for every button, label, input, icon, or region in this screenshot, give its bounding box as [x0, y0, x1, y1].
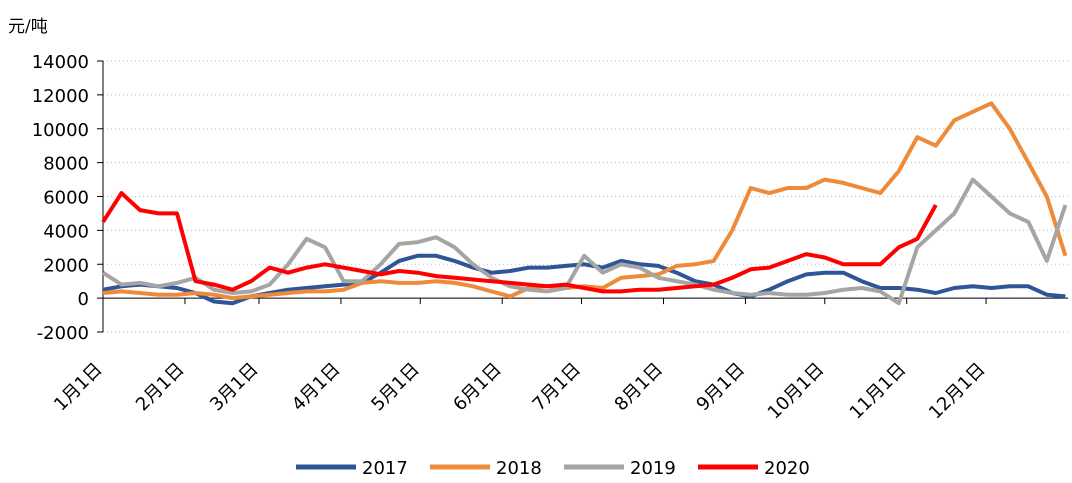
x-tick-label: 3月1日 — [206, 359, 263, 416]
y-tick-label: 12000 — [32, 86, 89, 107]
x-tick-label: 12月1日 — [925, 359, 990, 424]
y-tick-label: 0 — [78, 289, 89, 310]
legend-label: 2018 — [496, 458, 542, 479]
x-tick-label: 7月1日 — [529, 359, 586, 416]
y-tick-label: 8000 — [43, 154, 89, 175]
series-line — [101, 177, 1068, 306]
x-tick-label: 10月1日 — [764, 359, 829, 424]
x-tick-label: 4月1日 — [288, 359, 345, 416]
x-tick-label: 9月1日 — [692, 359, 749, 416]
y-tick-label: 6000 — [43, 188, 89, 209]
y-tick-label: -2000 — [37, 323, 89, 344]
y-tick-label: 4000 — [43, 221, 89, 242]
y-tick-label: 2000 — [43, 255, 89, 276]
x-tick-label: 11月1日 — [846, 359, 911, 424]
legend-label: 2020 — [764, 458, 810, 479]
series-line — [101, 191, 938, 294]
x-tick-label: 8月1日 — [611, 359, 668, 416]
legend-label: 2017 — [362, 458, 408, 479]
y-tick-label: 10000 — [32, 120, 89, 141]
x-tick-label: 1月1日 — [50, 359, 107, 416]
y-tick-label: 14000 — [32, 52, 89, 73]
x-tick-label: 2月1日 — [132, 359, 189, 416]
legend-label: 2019 — [630, 458, 676, 479]
x-tick-label: 5月1日 — [367, 359, 424, 416]
series-line — [102, 101, 1068, 301]
x-tick-label: 6月1日 — [449, 359, 506, 416]
y-axis-label: 元/吨 — [8, 17, 48, 37]
